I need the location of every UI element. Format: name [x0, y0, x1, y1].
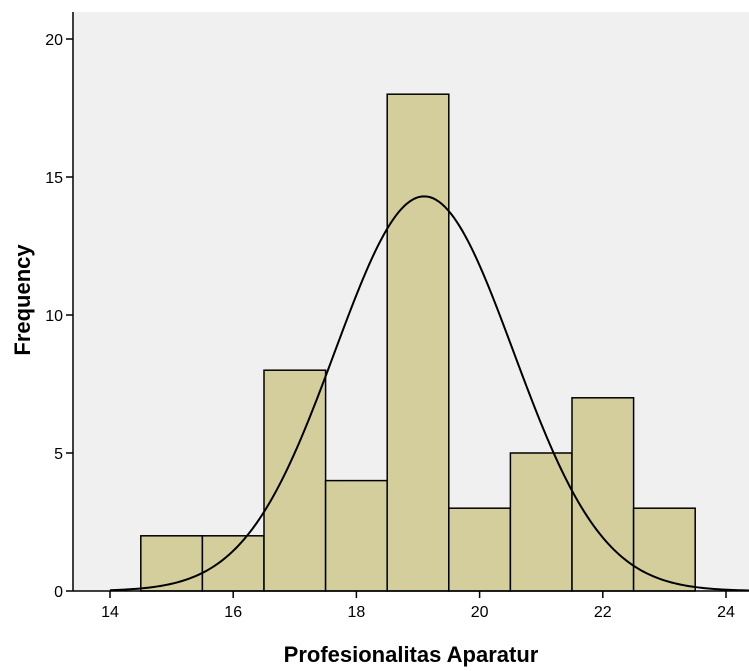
y-tick-label-10: 10: [45, 308, 63, 325]
histogram-bar-2: [201, 535, 265, 592]
normal-curve: [109, 195, 749, 592]
x-tick-label-24: 24: [717, 604, 735, 621]
y-tick-label-5: 5: [54, 446, 63, 463]
y-ticks-layer: 0 5 10 15 20: [45, 32, 73, 601]
x-tick-label-14: 14: [101, 604, 119, 621]
x-tick-label-22: 22: [594, 604, 612, 621]
histogram-bar-8: [571, 397, 635, 592]
histogram-bar-1: [140, 535, 204, 592]
histogram-bar-4: [324, 479, 388, 592]
bars-layer: [140, 93, 696, 592]
histogram-bar-5: [386, 93, 450, 592]
y-tick-label-20: 20: [45, 32, 63, 49]
y-axis-title: Frequency: [10, 244, 35, 356]
x-tick-label-20: 20: [471, 604, 489, 621]
y-tick-label-15: 15: [45, 170, 63, 187]
histogram-bar-9: [632, 507, 696, 592]
histogram-bar-3: [263, 369, 327, 592]
histogram-bar-6: [448, 507, 512, 592]
x-tick-label-18: 18: [348, 604, 366, 621]
y-tick-label-0: 0: [54, 584, 63, 601]
x-ticks-layer: 14 16 18 20 22 24: [101, 591, 735, 621]
x-axis-title: Profesionalitas Aparatur: [284, 642, 539, 667]
x-tick-label-16: 16: [224, 604, 242, 621]
